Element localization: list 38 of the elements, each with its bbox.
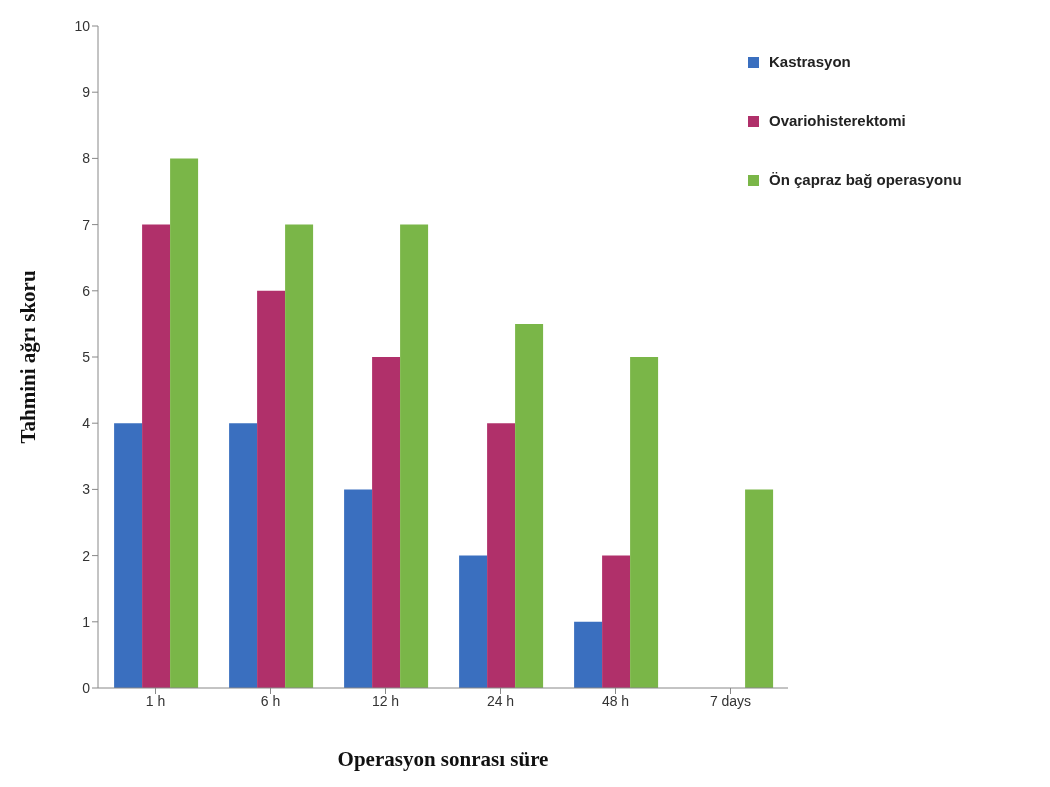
bar [257, 290, 286, 688]
bar [114, 423, 143, 688]
legend-label: Kastrasyon [769, 53, 851, 70]
y-tick-label: 3 [82, 481, 91, 498]
x-tick-label: 1 h [145, 692, 166, 709]
bar [515, 323, 544, 688]
y-tick-label: 1 [82, 613, 91, 630]
y-tick-label: 0 [82, 679, 91, 696]
y-tick-label: 6 [82, 282, 91, 299]
y-tick-label: 4 [82, 415, 91, 432]
x-axis-title: Operasyon sonrası süre [337, 747, 549, 771]
x-tick-label: 12 h [371, 692, 400, 709]
x-tick-label: 6 h [260, 692, 281, 709]
bar [142, 224, 171, 688]
bar [745, 489, 774, 688]
bar [170, 158, 199, 688]
y-tick-label: 9 [82, 84, 91, 101]
y-tick-label: 2 [82, 547, 91, 564]
bar [574, 621, 603, 688]
bar [372, 357, 401, 688]
bar [602, 555, 631, 688]
x-tick-label: 7 days [709, 692, 752, 709]
y-tick-label: 8 [82, 150, 91, 167]
bar [285, 224, 314, 688]
bar [630, 357, 659, 688]
legend-label: Ön çapraz bağ operasyonu [769, 171, 962, 188]
legend-label: Ovariohisterektomi [769, 112, 906, 129]
y-tick-label: 7 [82, 216, 91, 233]
bar [400, 224, 429, 688]
bar [487, 423, 516, 688]
y-tick-label: 10 [74, 17, 91, 34]
bar [229, 423, 258, 688]
x-tick-label: 48 h [601, 692, 630, 709]
bar [459, 555, 488, 688]
y-axis-title: Tahmini ağrı skoru [16, 270, 41, 444]
bar [344, 489, 373, 688]
x-tick-label: 24 h [486, 692, 515, 709]
y-tick-label: 5 [82, 348, 91, 365]
